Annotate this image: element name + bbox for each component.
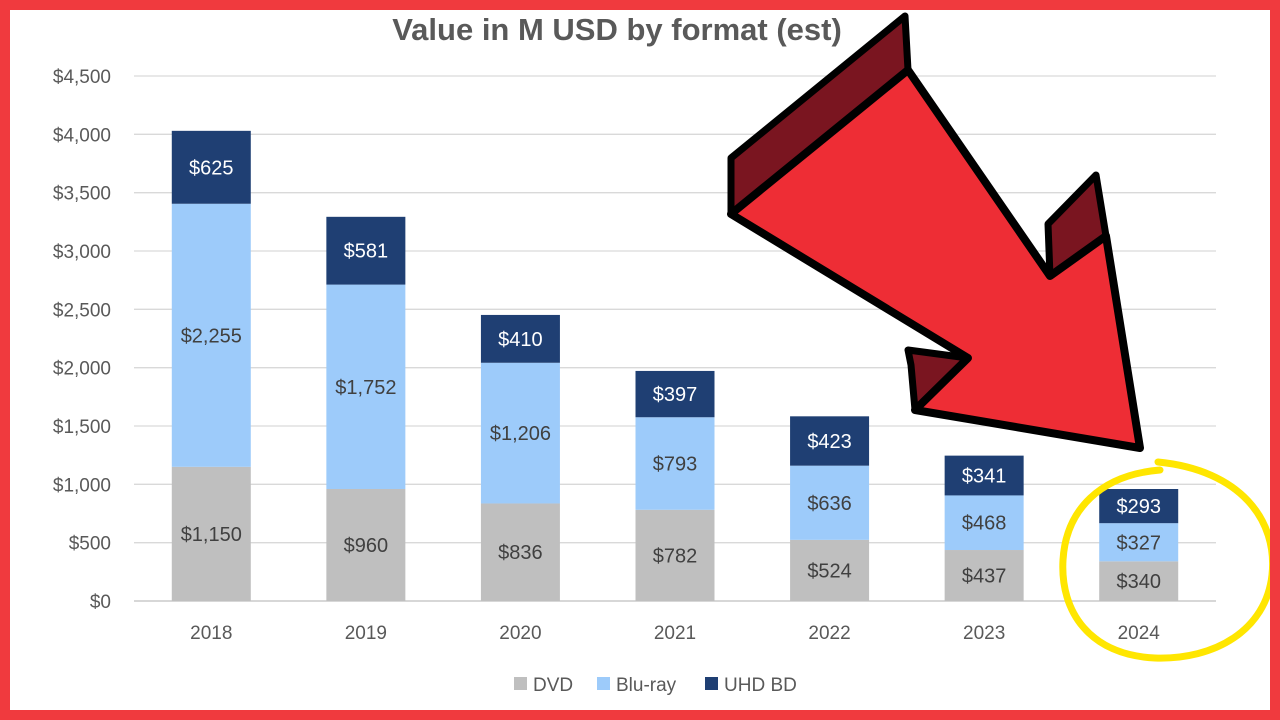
y-tick-label: $1,500	[53, 417, 111, 438]
bar-segment	[944, 550, 1024, 601]
data-label: $293	[1116, 496, 1161, 518]
highlight-circle	[1059, 458, 1277, 662]
data-label: $836	[498, 542, 543, 564]
bars: $1,150 $2,255 $625 $960 $1,752 $581 $836 $1,206…	[171, 130, 1179, 601]
data-label: $581	[344, 241, 389, 263]
y-tick-label: $0	[90, 592, 111, 613]
data-label: $524	[807, 560, 852, 582]
data-label: $2,255	[181, 325, 242, 347]
legend-swatch	[705, 677, 718, 690]
y-tick-label: $1,000	[53, 475, 111, 496]
x-tick-label: 2023	[963, 623, 1005, 644]
bar-segment	[790, 539, 870, 601]
bar-segment	[171, 466, 251, 601]
bar-segment	[944, 495, 1024, 551]
x-tick-label: 2018	[190, 623, 232, 644]
chart-title: Value in M USD by format (est)	[392, 12, 842, 47]
data-label: $1,206	[490, 423, 551, 445]
y-tick-label: $3,500	[53, 184, 111, 205]
bar-segment	[1099, 523, 1179, 562]
gridlines	[134, 75, 1216, 602]
x-tick-label: 2019	[345, 623, 387, 644]
data-label: $1,150	[181, 524, 242, 546]
bar-segment	[790, 465, 870, 540]
bar-segment	[171, 203, 251, 467]
bar-segment	[326, 489, 406, 601]
y-tick-label: $2,500	[53, 300, 111, 321]
x-tick-label: 2022	[808, 623, 850, 644]
bar-segment	[944, 455, 1024, 496]
x-axis-tick-labels: 2018 2019 2020 2021 2022 2023 2024	[190, 623, 1160, 644]
y-tick-label: $3,000	[53, 242, 111, 263]
data-label: $327	[1116, 532, 1161, 554]
data-label: $437	[962, 566, 1007, 588]
data-label: $341	[962, 466, 1007, 488]
data-label: $423	[807, 431, 852, 453]
data-label: $340	[1116, 571, 1161, 593]
bar-segment	[1099, 561, 1179, 601]
x-tick-label: 2021	[654, 623, 696, 644]
bar-segment	[1099, 489, 1179, 524]
data-label: $397	[653, 384, 698, 406]
arrow-icon	[727, 66, 1144, 452]
bar-segment	[790, 416, 870, 466]
bar-segment	[171, 130, 251, 204]
data-label: $782	[653, 545, 698, 567]
data-label: $410	[498, 329, 543, 351]
y-tick-label: $4,000	[53, 125, 111, 146]
bar-segment	[635, 509, 715, 601]
annotations	[727, 12, 1277, 662]
data-label: $960	[344, 535, 389, 557]
data-label: $468	[962, 513, 1007, 535]
legend: DVD Blu-ray UHD BD	[514, 675, 797, 696]
y-tick-label: $4,500	[53, 67, 111, 88]
data-label: $1,752	[335, 377, 396, 399]
x-tick-label: 2020	[499, 623, 541, 644]
bar-segment	[326, 284, 406, 489]
x-tick-label: 2024	[1118, 623, 1161, 644]
bar-segment	[480, 314, 560, 363]
bar-segment	[326, 216, 406, 285]
data-label: $625	[189, 157, 234, 179]
bar-segment	[635, 417, 715, 510]
data-label: $793	[653, 454, 698, 476]
bar-segment	[635, 370, 715, 418]
y-axis-tick-labels: $0 $500 $1,000 $1,500 $2,000 $2,500 $3,000 $3,5…	[53, 67, 111, 613]
legend-label: Blu-ray	[616, 675, 677, 696]
legend-swatch	[597, 677, 610, 690]
legend-label: UHD BD	[724, 675, 797, 696]
y-tick-label: $2,000	[53, 359, 111, 380]
bar-segment	[480, 503, 560, 601]
legend-label: DVD	[533, 675, 573, 696]
data-label: $636	[807, 493, 852, 515]
y-tick-label: $500	[69, 534, 111, 555]
bar-segment	[480, 362, 560, 504]
legend-swatch	[514, 677, 527, 690]
